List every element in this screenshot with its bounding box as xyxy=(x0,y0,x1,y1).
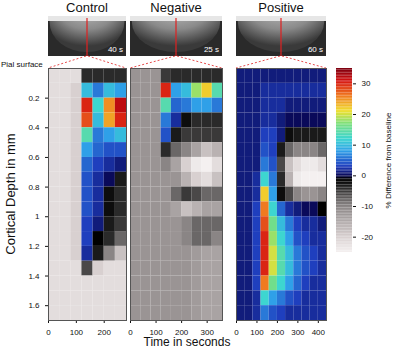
svg-text:10: 10 xyxy=(362,141,371,150)
svg-text:0.6: 0.6 xyxy=(28,153,40,162)
svg-text:40 s: 40 s xyxy=(108,45,123,54)
html-text:Time in seconds: Time in seconds xyxy=(143,335,231,349)
svg-text:1: 1 xyxy=(35,212,40,221)
svg-text:300: 300 xyxy=(200,328,214,336)
svg-text:60 s: 60 s xyxy=(308,45,323,54)
svg-text:-20: -20 xyxy=(362,233,374,242)
html-text:Positive: Positive xyxy=(258,0,304,15)
svg-text:100: 100 xyxy=(149,328,163,336)
html-text:Cortical Depth in mm: Cortical Depth in mm xyxy=(2,133,18,255)
svg-text:0.8: 0.8 xyxy=(28,183,40,192)
svg-text:100: 100 xyxy=(70,328,84,336)
svg-text:200: 200 xyxy=(98,328,112,336)
svg-text:400: 400 xyxy=(312,328,326,336)
svg-text:1.2: 1.2 xyxy=(28,242,40,251)
svg-text:200: 200 xyxy=(271,328,285,336)
svg-text:0: 0 xyxy=(128,328,133,336)
svg-text:30: 30 xyxy=(362,79,371,88)
html-text:Negative: Negative xyxy=(150,0,202,15)
svg-text:% Difference from baseline: % Difference from baseline xyxy=(384,112,393,208)
svg-text:1.6: 1.6 xyxy=(28,301,40,310)
html-text:Control: Control xyxy=(66,0,108,15)
html-text:Pial surface: Pial surface xyxy=(1,60,43,69)
svg-text:200: 200 xyxy=(175,328,189,336)
svg-text:0: 0 xyxy=(234,328,239,336)
svg-text:0: 0 xyxy=(362,171,367,180)
svg-text:0: 0 xyxy=(46,328,51,336)
svg-text:300: 300 xyxy=(291,328,305,336)
svg-text:0.2: 0.2 xyxy=(28,94,40,103)
svg-text:100: 100 xyxy=(250,328,264,336)
svg-text:20: 20 xyxy=(362,110,371,119)
svg-text:25 s: 25 s xyxy=(204,45,219,54)
svg-text:-10: -10 xyxy=(362,202,374,211)
svg-text:1.4: 1.4 xyxy=(28,272,40,281)
svg-text:0.4: 0.4 xyxy=(28,123,40,132)
